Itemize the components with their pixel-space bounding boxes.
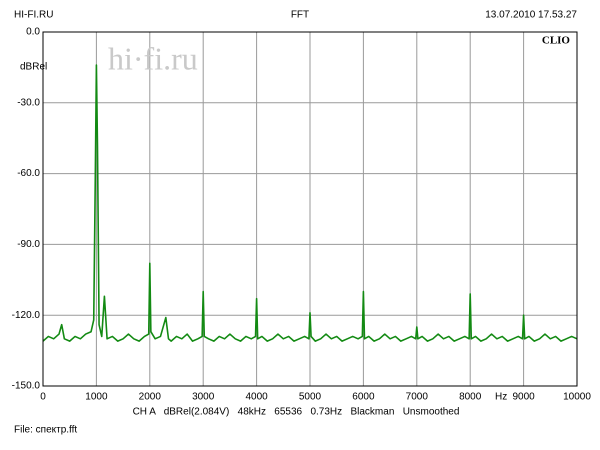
y-tick-label: -60.0 — [17, 168, 40, 179]
header-left: HI-FI.RU — [14, 10, 53, 21]
x-tick-label: 7000 — [406, 392, 429, 403]
x-tick-label: 2000 — [139, 392, 162, 403]
brand: CLIO — [542, 35, 571, 47]
x-tick-label: 0 — [40, 392, 46, 403]
chart-title: FFT — [291, 10, 309, 21]
y-tick-label: -120.0 — [12, 310, 41, 321]
x-axis-label: Hz — [495, 392, 507, 403]
y-tick-label: -90.0 — [17, 239, 40, 250]
watermark: hi·fi.ru — [108, 40, 198, 76]
y-axis-label: dBRel — [20, 62, 47, 73]
x-tick-label: 1000 — [85, 392, 108, 403]
file-name: File: спектр.fft — [14, 425, 77, 436]
x-tick-label: 5000 — [299, 392, 322, 403]
x-tick-label: 8000 — [459, 392, 482, 403]
x-tick-label: 4000 — [245, 392, 268, 403]
settings: CH A dBRel(2.084V) 48kHz 65536 0.73Hz Bl… — [133, 407, 460, 418]
y-tick-label: -30.0 — [17, 97, 40, 108]
plot-frame — [42, 31, 578, 387]
x-tick-label: 9000 — [512, 392, 535, 403]
x-tick-label: 10000 — [563, 392, 591, 403]
spectrum-line — [42, 64, 578, 342]
x-tick-label: 6000 — [352, 392, 375, 403]
x-tick-label: 3000 — [192, 392, 215, 403]
y-tick-label: 0.0 — [26, 27, 40, 38]
header-right: 13.07.2010 17.53.27 — [485, 10, 577, 21]
y-tick-label: -150.0 — [12, 381, 41, 392]
